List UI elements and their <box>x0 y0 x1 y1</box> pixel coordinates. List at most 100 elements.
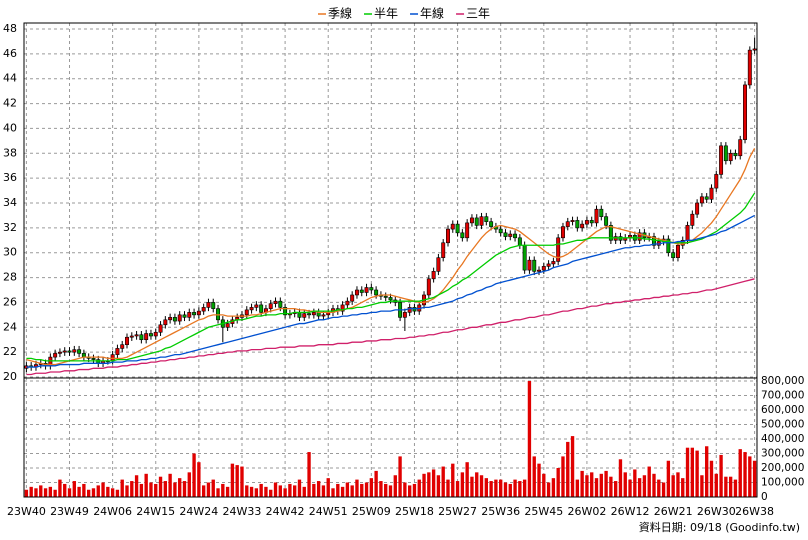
volume-bar <box>489 481 493 497</box>
volume-bar <box>542 473 546 497</box>
x-tick-label: 24W42 <box>266 505 305 518</box>
volume-bar <box>312 483 316 497</box>
candle-body <box>580 223 585 229</box>
volume-bar <box>403 482 407 497</box>
volume-bar <box>240 466 244 497</box>
candle-body <box>537 269 541 272</box>
candle-body <box>551 261 556 265</box>
volume-bar <box>738 449 742 497</box>
volume-bar <box>34 488 38 497</box>
volume-bar <box>230 463 235 497</box>
candle-body <box>144 333 149 341</box>
candle-body <box>350 294 355 302</box>
candle-body <box>714 174 719 189</box>
volume-bar <box>647 466 651 497</box>
candle-body <box>153 331 158 337</box>
legend-label: 季線 <box>328 6 352 21</box>
volume-bar <box>360 483 364 497</box>
volume-bar <box>446 479 450 497</box>
volume-bar <box>379 481 383 497</box>
volume-bar <box>326 478 330 497</box>
candle-body <box>172 317 177 322</box>
plot-frame <box>23 22 758 498</box>
volume-bar <box>154 483 158 497</box>
volume-bar <box>302 486 306 497</box>
candle-body <box>560 226 565 239</box>
volume-bar <box>72 481 76 497</box>
volume-bar <box>96 485 100 497</box>
candle-body <box>436 257 441 272</box>
candle-body <box>129 335 134 338</box>
volume-bar <box>748 456 752 497</box>
x-tick-label: 25W45 <box>524 505 563 518</box>
volume-bar <box>613 481 618 497</box>
volume-bar <box>661 482 666 497</box>
volume-bar <box>211 479 215 497</box>
candle-body <box>134 334 139 337</box>
volume-bar <box>331 488 335 497</box>
candle-body <box>441 242 446 258</box>
volume-bar <box>695 450 699 497</box>
candle-body <box>62 350 67 353</box>
volume-bar <box>637 478 642 497</box>
volume-bar <box>91 488 96 497</box>
candle-body <box>57 351 62 354</box>
volume-bar <box>115 489 120 497</box>
volume-bar <box>158 476 163 497</box>
candle-body <box>53 353 58 358</box>
volume-bar <box>398 456 402 497</box>
volume-bar <box>316 481 321 497</box>
volume-bar <box>225 486 230 497</box>
volume-bar <box>249 486 254 497</box>
candle-body <box>709 187 714 200</box>
volume-bar <box>575 479 580 497</box>
volume-bar <box>499 479 503 497</box>
volume-bar <box>178 478 182 497</box>
volume-bar <box>293 485 297 497</box>
y2-tick-label: 100,000 <box>761 477 804 489</box>
volume-bar <box>58 479 62 497</box>
candle-body <box>120 344 125 349</box>
y2-tick-label: 400,000 <box>761 433 804 445</box>
source-note: 資料日期: 09/18 (Goodinfo.tw) <box>639 520 800 534</box>
candle-body <box>608 225 613 241</box>
volume-bar <box>24 489 29 497</box>
volume-bar <box>685 447 690 497</box>
candle-body <box>469 217 474 224</box>
volume-bar <box>77 486 81 497</box>
candle-body <box>743 84 747 140</box>
candle-body <box>311 312 316 316</box>
volume-bar <box>618 459 623 497</box>
y-tick-label: 32 <box>3 221 17 234</box>
volume-bar <box>427 472 431 497</box>
y-tick-label: 26 <box>3 295 17 308</box>
y-tick-label: 30 <box>3 246 17 259</box>
volume-bar <box>201 485 206 497</box>
candle-body <box>738 139 743 157</box>
candle-body <box>575 220 580 229</box>
x-tick-label: 25W09 <box>352 505 391 518</box>
volume-bar <box>431 469 436 497</box>
candle-body <box>321 314 326 317</box>
volume-bar <box>39 485 43 497</box>
candle-body <box>666 238 671 254</box>
volume-bar <box>393 475 397 497</box>
volume-bar <box>518 481 522 497</box>
candle-body <box>565 221 570 227</box>
candle-body <box>345 300 350 306</box>
x-tick-label: 25W18 <box>395 505 434 518</box>
volume-bar <box>441 466 445 497</box>
candle-body <box>455 223 460 234</box>
volume-bar <box>120 479 124 497</box>
candle-body <box>402 312 407 318</box>
y2-tick-label: 200,000 <box>761 462 804 474</box>
volume-bar <box>63 483 67 497</box>
x-tick-label: 26W02 <box>567 505 606 518</box>
volume-bar <box>350 485 354 497</box>
volume-bar <box>475 472 479 497</box>
ma-line <box>26 192 756 362</box>
candle-body <box>637 232 642 241</box>
volume-bar <box>134 475 139 497</box>
candle-body <box>364 287 369 293</box>
x-tick-label: 26W38 <box>735 505 774 518</box>
